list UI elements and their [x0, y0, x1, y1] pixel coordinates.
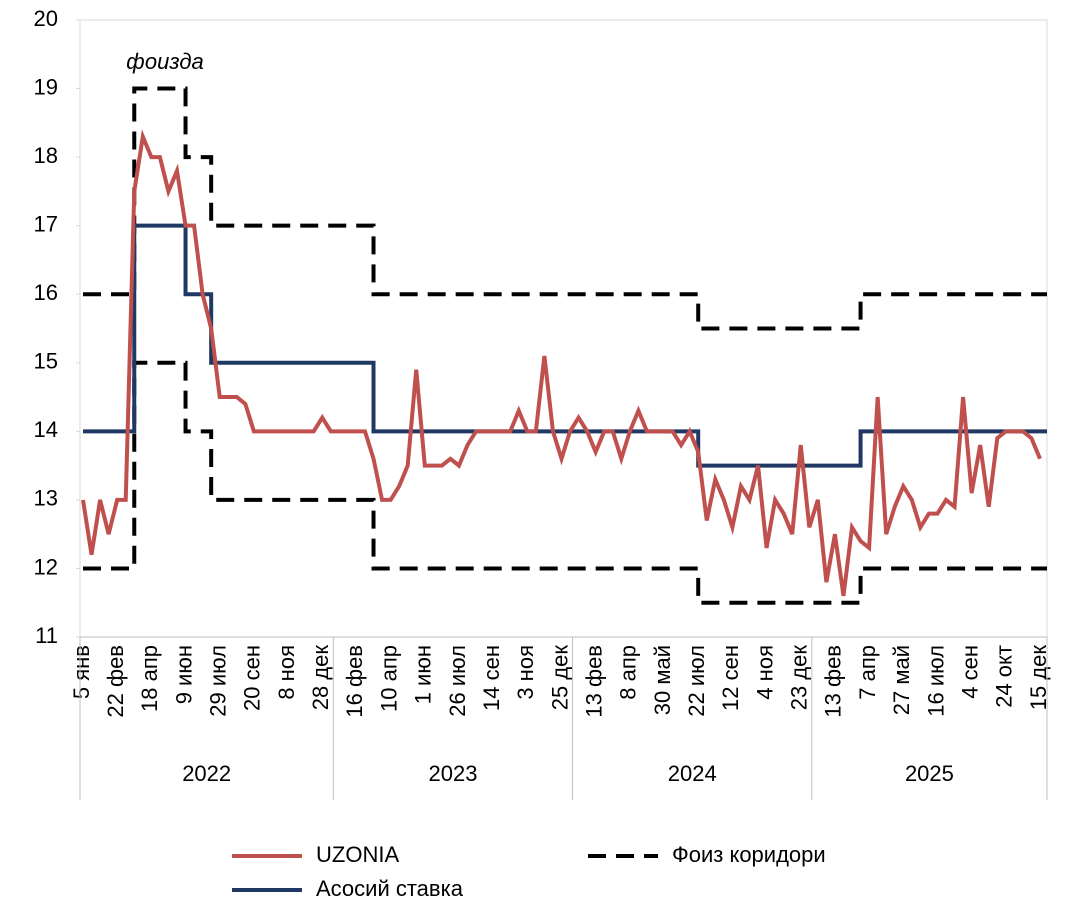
x-tick-label: 9 июн: [171, 645, 196, 704]
y-tick-label: 13: [34, 486, 58, 511]
x-tick-label: 30 май: [650, 645, 675, 715]
x-tick-label: 13 фев: [821, 645, 846, 718]
y-tick-label: 17: [34, 211, 58, 236]
x-tick-label: 28 дек: [308, 645, 333, 711]
legend-label: UZONIA: [316, 842, 399, 867]
year-label: 2024: [668, 761, 717, 786]
x-tick-label: 16 фев: [342, 645, 367, 718]
x-tick-label: 12 сен: [718, 645, 743, 711]
y-tick-label: 19: [34, 74, 58, 99]
plot-frame: [79, 19, 1048, 638]
x-tick-label: 7 апр: [855, 645, 880, 700]
series-line: [81, 129, 1042, 597]
series-line: [83, 86, 1047, 331]
x-tick-label: 20 сен: [240, 645, 265, 711]
x-tick-label: 25 дек: [547, 645, 572, 711]
x-tick-label: 4 ноя: [752, 645, 777, 700]
x-tick-label: 1 июн: [411, 645, 436, 704]
y-tick-label: 11: [35, 623, 58, 648]
y-tick-label: 20: [34, 6, 58, 31]
x-tick-label: 27 май: [889, 645, 914, 715]
annotation: фоизда: [126, 49, 203, 74]
y-tick-label: 14: [34, 417, 58, 442]
x-tick-label: 5 янв: [69, 645, 94, 699]
y-tick-label: 16: [34, 280, 58, 305]
x-tick-label: 16 июл: [923, 645, 948, 717]
x-tick-label: 22 июл: [684, 645, 709, 717]
x-tick-label: 3 ноя: [513, 645, 538, 700]
x-tick-label: 26 июл: [445, 645, 470, 717]
x-tick-label: 23 дек: [787, 645, 812, 711]
x-tick-label: 10 апр: [376, 645, 401, 712]
x-tick-label: 22 фев: [103, 645, 128, 718]
year-label: 2022: [182, 761, 231, 786]
x-tick-label: 8 апр: [616, 645, 641, 700]
y-tick-label: 18: [34, 143, 58, 168]
x-tick-label: 13 фев: [581, 645, 606, 718]
year-label: 2025: [905, 761, 954, 786]
x-tick-label: 18 апр: [137, 645, 162, 712]
y-tick-label: 15: [34, 349, 58, 374]
legend-label: Асосий ставка: [316, 876, 464, 901]
legend-label: Фоиз коридори: [672, 842, 826, 867]
series-line: [83, 223, 1047, 468]
x-tick-label: 24 окт: [992, 645, 1017, 708]
x-tick-label: 4 сен: [957, 645, 982, 699]
year-label: 2023: [428, 761, 477, 786]
x-tick-label: 8 ноя: [274, 645, 299, 700]
series-line: [83, 360, 1047, 605]
x-tick-label: 29 июл: [206, 645, 231, 717]
y-tick-label: 12: [34, 554, 58, 579]
x-tick-label: 14 сен: [479, 645, 504, 711]
